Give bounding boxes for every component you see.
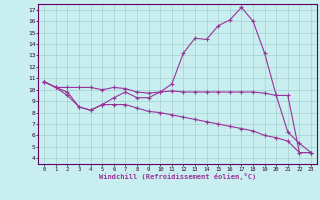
X-axis label: Windchill (Refroidissement éolien,°C): Windchill (Refroidissement éolien,°C) <box>99 173 256 180</box>
